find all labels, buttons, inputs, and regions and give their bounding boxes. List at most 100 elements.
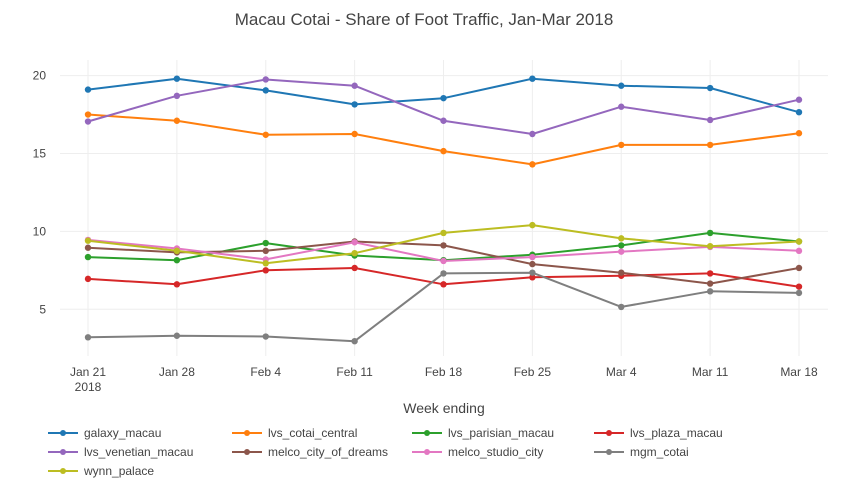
data-point-lvs_cotai_central[interactable] [795,130,803,137]
data-point-galaxy_macau[interactable] [706,84,714,92]
gridlines [60,60,828,356]
data-point-galaxy_macau[interactable] [173,75,181,82]
data-point-wynn_palace[interactable] [706,242,714,250]
data-point-lvs_cotai_central[interactable] [529,161,536,168]
legend-swatch [48,447,78,457]
data-point-melco_studio_city[interactable] [529,253,536,261]
data-point-mgm_cotai[interactable] [440,270,447,277]
data-point-galaxy_macau[interactable] [351,101,358,108]
data-point-mgm_cotai[interactable] [618,303,625,311]
data-point-lvs_plaza_macau[interactable] [262,267,269,274]
legend-label: lvs_venetian_macau [84,445,194,459]
data-point-melco_city_of_dreams[interactable] [706,280,714,287]
legend-label: lvs_parisian_macau [448,426,555,440]
legend-item-melco_studio_city[interactable]: melco_studio_city [412,445,543,459]
data-point-mgm_cotai[interactable] [529,269,536,276]
data-point-lvs_parisian_macau[interactable] [173,256,181,264]
data-point-melco_studio_city[interactable] [351,239,358,246]
data-point-lvs_cotai_central[interactable] [618,141,625,149]
legend-swatch [412,447,442,457]
data-point-lvs_venetian_macau[interactable] [706,116,714,124]
data-point-lvs_venetian_macau[interactable] [351,82,358,89]
data-point-lvs_parisian_macau[interactable] [262,239,269,247]
data-point-galaxy_macau[interactable] [262,87,269,94]
data-point-wynn_palace[interactable] [618,235,625,242]
legend-item-lvs_venetian_macau[interactable]: lvs_venetian_macau [48,445,193,459]
data-point-mgm_cotai[interactable] [173,332,181,339]
y-axis-ticks: 5 10 15 20 [33,69,47,317]
y-tick-label: 5 [39,302,46,316]
data-point-wynn_palace[interactable] [795,238,803,245]
x-axis-ticks: Jan 21 2018 Jan 28 Feb 4 Feb 11 Feb 18 Feb 25 M… [70,365,818,394]
data-point-lvs_cotai_central[interactable] [84,111,92,118]
data-point-wynn_palace[interactable] [84,237,92,244]
x-tick-label: Mar 11 [692,365,729,379]
legend-label: galaxy_macau [84,426,162,440]
data-point-lvs_cotai_central[interactable] [173,117,181,124]
legend-swatch [232,428,262,438]
data-point-lvs_plaza_macau[interactable] [706,270,714,277]
data-point-mgm_cotai[interactable] [706,288,714,295]
data-point-lvs_cotai_central[interactable] [262,131,269,138]
data-point-lvs_plaza_macau[interactable] [173,281,181,288]
data-point-lvs_venetian_macau[interactable] [84,118,92,125]
data-point-melco_city_of_dreams[interactable] [262,247,269,255]
y-tick-label: 15 [33,146,47,160]
x-tick-label: Feb 11 [336,365,373,379]
data-point-lvs_parisian_macau[interactable] [706,229,714,237]
data-point-melco_studio_city[interactable] [440,257,447,265]
data-point-wynn_palace[interactable] [529,221,536,229]
data-point-mgm_cotai[interactable] [262,333,269,340]
data-point-lvs_parisian_macau[interactable] [618,242,625,249]
line-chart: 5 10 15 20 Jan 21 2018 Jan 28 Feb 4 Feb 11 Feb 1… [33,60,828,394]
legend-item-lvs_cotai_central[interactable]: lvs_cotai_central [232,426,357,440]
data-point-lvs_plaza_macau[interactable] [529,274,536,281]
legend-item-lvs_plaza_macau[interactable]: lvs_plaza_macau [594,426,723,440]
data-point-melco_city_of_dreams[interactable] [529,260,536,268]
data-point-galaxy_macau[interactable] [440,94,447,102]
data-point-melco_city_of_dreams[interactable] [440,242,447,249]
data-point-wynn_palace[interactable] [440,229,447,237]
data-point-melco_city_of_dreams[interactable] [618,269,625,276]
data-point-mgm_cotai[interactable] [351,338,358,345]
data-point-galaxy_macau[interactable] [529,75,536,82]
data-point-melco_studio_city[interactable] [618,248,625,255]
legend-item-mgm_cotai[interactable]: mgm_cotai [594,445,689,459]
data-point-lvs_plaza_macau[interactable] [795,283,803,290]
legend-item-melco_city_of_dreams[interactable]: melco_city_of_dreams [232,445,388,459]
data-point-melco_city_of_dreams[interactable] [84,244,92,251]
data-point-melco_studio_city[interactable] [795,247,803,255]
data-point-lvs_venetian_macau[interactable] [618,103,625,110]
legend-swatch [594,428,624,438]
data-point-galaxy_macau[interactable] [618,82,625,89]
data-point-galaxy_macau[interactable] [795,108,803,116]
data-point-lvs_cotai_central[interactable] [706,141,714,149]
data-point-wynn_palace[interactable] [173,247,181,255]
data-point-lvs_plaza_macau[interactable] [351,264,358,272]
data-point-mgm_cotai[interactable] [795,289,803,297]
data-point-lvs_plaza_macau[interactable] [440,281,447,288]
data-point-lvs_parisian_macau[interactable] [84,253,92,261]
series-lines [84,75,803,345]
data-point-lvs_venetian_macau[interactable] [173,92,181,100]
data-point-lvs_venetian_macau[interactable] [262,76,269,83]
legend-item-wynn_palace[interactable]: wynn_palace [48,464,154,478]
legend-item-galaxy_macau[interactable]: galaxy_macau [48,426,161,440]
data-point-lvs_venetian_macau[interactable] [795,96,803,103]
legend-label: melco_city_of_dreams [268,445,389,459]
legend-swatch [48,428,78,438]
x-tick-label: Feb 4 [250,365,281,379]
legend-item-lvs_parisian_macau[interactable]: lvs_parisian_macau [412,426,554,440]
data-point-lvs_cotai_central[interactable] [440,147,447,155]
data-point-wynn_palace[interactable] [351,249,358,257]
data-point-mgm_cotai[interactable] [84,334,92,341]
legend-label: mgm_cotai [630,445,689,459]
data-point-galaxy_macau[interactable] [84,86,92,93]
data-point-wynn_palace[interactable] [262,260,269,267]
data-point-melco_city_of_dreams[interactable] [795,264,803,272]
data-point-lvs_plaza_macau[interactable] [84,275,92,283]
data-point-lvs_venetian_macau[interactable] [440,117,447,124]
data-point-lvs_venetian_macau[interactable] [529,130,536,138]
y-tick-label: 10 [33,224,47,238]
data-point-lvs_cotai_central[interactable] [351,130,358,138]
